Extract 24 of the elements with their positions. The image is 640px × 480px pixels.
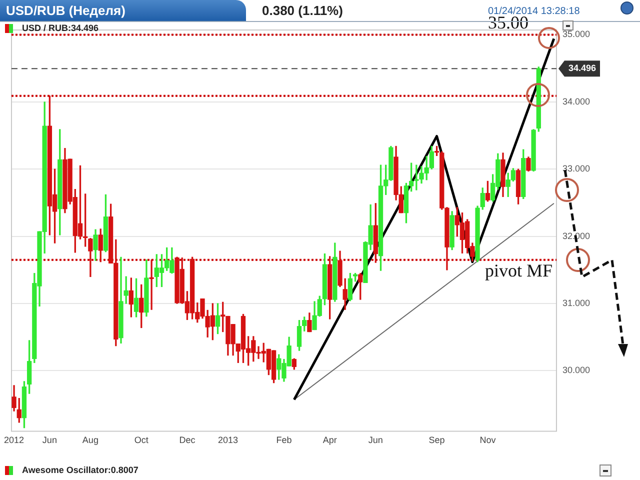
x-tick-label: 2012 bbox=[4, 435, 24, 446]
y-tick-label: 33.000 bbox=[562, 164, 590, 174]
x-tick-label: Nov bbox=[480, 435, 496, 446]
x-tick-label: Jun bbox=[368, 435, 383, 446]
ref-line-label: 34.496 bbox=[568, 63, 596, 74]
text: 01/24/2014 13:28:18 bbox=[488, 6, 580, 17]
text: Awesome Oscillator:0.8007 bbox=[22, 465, 138, 475]
x-tick-label: Dec bbox=[179, 435, 196, 446]
annotation: USD / RUB:34.496 bbox=[22, 23, 99, 33]
x-tick-label: Feb bbox=[276, 435, 292, 446]
x-tick-label: Oct bbox=[134, 435, 149, 446]
y-tick-label: 30.000 bbox=[562, 365, 590, 376]
x-tick-label: Jun bbox=[42, 435, 57, 446]
x-tick-label: Apr bbox=[322, 435, 337, 446]
y-tick-label: 34.000 bbox=[562, 96, 590, 106]
x-tick-label: Aug bbox=[82, 435, 98, 446]
ref-line-label: pivot MF bbox=[484, 260, 552, 281]
y-tick-label: 31.000 bbox=[562, 298, 590, 308]
x-tick-label: Sep bbox=[428, 435, 445, 446]
candlestick bbox=[149, 260, 154, 310]
x-tick-label: 2013 bbox=[218, 435, 238, 446]
chart-subtitle: 0.380 (1.11%) bbox=[262, 3, 343, 18]
y-tick-label: 35.000 bbox=[562, 29, 590, 40]
chart-title: USD/RUB (Неделя) bbox=[6, 3, 126, 18]
